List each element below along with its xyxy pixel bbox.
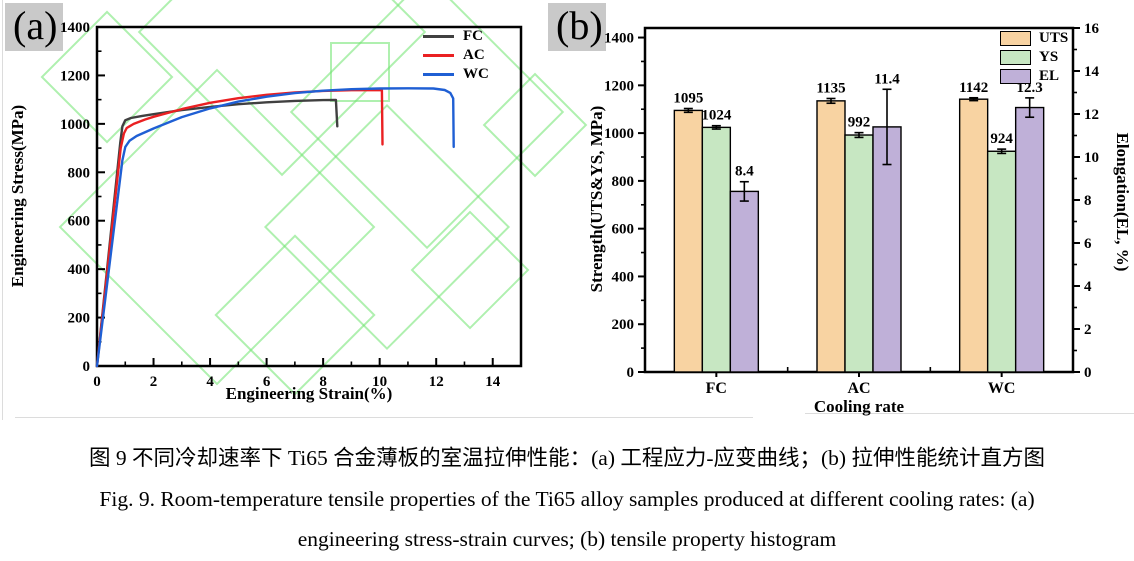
svg-text:1200: 1200	[604, 78, 634, 94]
svg-text:AC: AC	[847, 380, 870, 397]
svg-text:400: 400	[68, 262, 91, 278]
svg-text:0: 0	[1084, 365, 1092, 381]
page-artifact-line	[2, 0, 3, 420]
legend-item-fc: FC	[423, 27, 489, 46]
svg-text:1200: 1200	[60, 68, 90, 84]
chart-b-right-axis-label: Elongation(EL, %)	[1113, 132, 1132, 272]
svg-text:11.4: 11.4	[874, 71, 900, 87]
svg-text:800: 800	[68, 165, 91, 181]
legend-item-el: EL	[1000, 67, 1068, 86]
legend-label-ys: YS	[1039, 49, 1059, 65]
page-artifact-line	[805, 413, 1134, 414]
chart-b-x-axis-label: Cooling rate	[813, 397, 905, 416]
panel-b-highlight	[548, 3, 606, 51]
svg-text:1000: 1000	[604, 126, 634, 142]
svg-text:4: 4	[206, 374, 214, 390]
uts-swatch	[1000, 31, 1031, 46]
chart-a-x-axis-label: Engineering Strain(%)	[225, 384, 393, 403]
legend-label-wc: WC	[463, 66, 489, 82]
svg-text:12: 12	[429, 374, 444, 390]
legend-item-uts: UTS	[1000, 29, 1068, 48]
caption-english-line1: Fig. 9. Room-temperature tensile propert…	[99, 487, 1035, 511]
el-swatch	[1000, 69, 1031, 84]
svg-text:FC: FC	[706, 380, 727, 397]
svg-text:200: 200	[68, 311, 91, 327]
chart-b-legend: UTS YS EL	[1000, 29, 1068, 86]
svg-text:1400: 1400	[60, 20, 90, 36]
svg-text:16: 16	[1084, 21, 1100, 37]
tensile-property-histogram: 0 200 400 600 800 1000 1200 1400 0 2 4 6 8 10 12 14 16 FC…	[604, 21, 1100, 397]
fc-line-sample	[423, 35, 454, 38]
svg-text:6: 6	[1084, 236, 1092, 252]
svg-text:1135: 1135	[816, 80, 845, 96]
svg-text:6: 6	[263, 374, 271, 390]
svg-text:1000: 1000	[60, 117, 90, 133]
chart-b-left-axis-label: Strength(UTS&YS, MPa)	[587, 105, 606, 293]
caption-chinese: 图 9 不同冷却速率下 Ti65 合金薄板的室温拉伸性能：(a) 工程应力-应变…	[89, 446, 1045, 470]
svg-text:2: 2	[150, 374, 158, 390]
ys-swatch	[1000, 50, 1031, 65]
svg-text:600: 600	[612, 222, 635, 238]
svg-text:4: 4	[1084, 279, 1092, 295]
chart-a-y-axis-label: Engineering Stress(MPa)	[8, 104, 27, 288]
caption-english-line2: engineering stress-strain curves; (b) te…	[297, 527, 837, 551]
legend-label-fc: FC	[463, 28, 483, 44]
svg-text:14: 14	[485, 374, 501, 390]
svg-text:200: 200	[612, 317, 635, 333]
stress-strain-chart: 0 2 4 6 8 10 12 14 0 200 400 600 800 1000 1200 1400	[60, 20, 523, 390]
svg-text:8.4: 8.4	[735, 164, 754, 180]
svg-text:12: 12	[1084, 107, 1099, 123]
wc-line-sample	[423, 73, 454, 76]
panel-b-label: (b)	[556, 3, 603, 48]
svg-text:800: 800	[612, 174, 635, 190]
svg-text:14: 14	[1084, 64, 1100, 80]
svg-text:1095: 1095	[673, 91, 703, 107]
legend-label-el: EL	[1039, 68, 1060, 84]
svg-text:WC: WC	[988, 380, 1016, 397]
svg-text:8: 8	[1084, 193, 1092, 209]
ac-line-sample	[423, 54, 454, 57]
legend-item-ys: YS	[1000, 48, 1068, 67]
page-artifact-line	[15, 417, 753, 418]
svg-text:1400: 1400	[604, 31, 634, 47]
svg-text:10: 10	[1084, 150, 1099, 166]
svg-text:0: 0	[83, 359, 91, 375]
legend-item-wc: WC	[423, 65, 489, 84]
svg-text:8: 8	[319, 374, 327, 390]
chart-a-legend: FC AC WC	[423, 27, 489, 84]
svg-text:0: 0	[627, 365, 635, 381]
svg-text:0: 0	[93, 374, 101, 390]
legend-item-ac: AC	[423, 46, 489, 65]
svg-text:10: 10	[372, 374, 387, 390]
svg-text:992: 992	[848, 115, 871, 131]
svg-text:400: 400	[612, 269, 635, 285]
svg-text:2: 2	[1084, 322, 1092, 338]
panel-a-label: (a)	[13, 3, 58, 48]
svg-text:600: 600	[68, 214, 91, 230]
svg-text:1142: 1142	[959, 80, 988, 96]
legend-label-uts: UTS	[1039, 30, 1069, 46]
svg-text:924: 924	[990, 131, 1013, 147]
legend-label-ac: AC	[463, 47, 485, 63]
panel-a-highlight	[5, 3, 63, 51]
svg-text:1024: 1024	[701, 108, 732, 124]
